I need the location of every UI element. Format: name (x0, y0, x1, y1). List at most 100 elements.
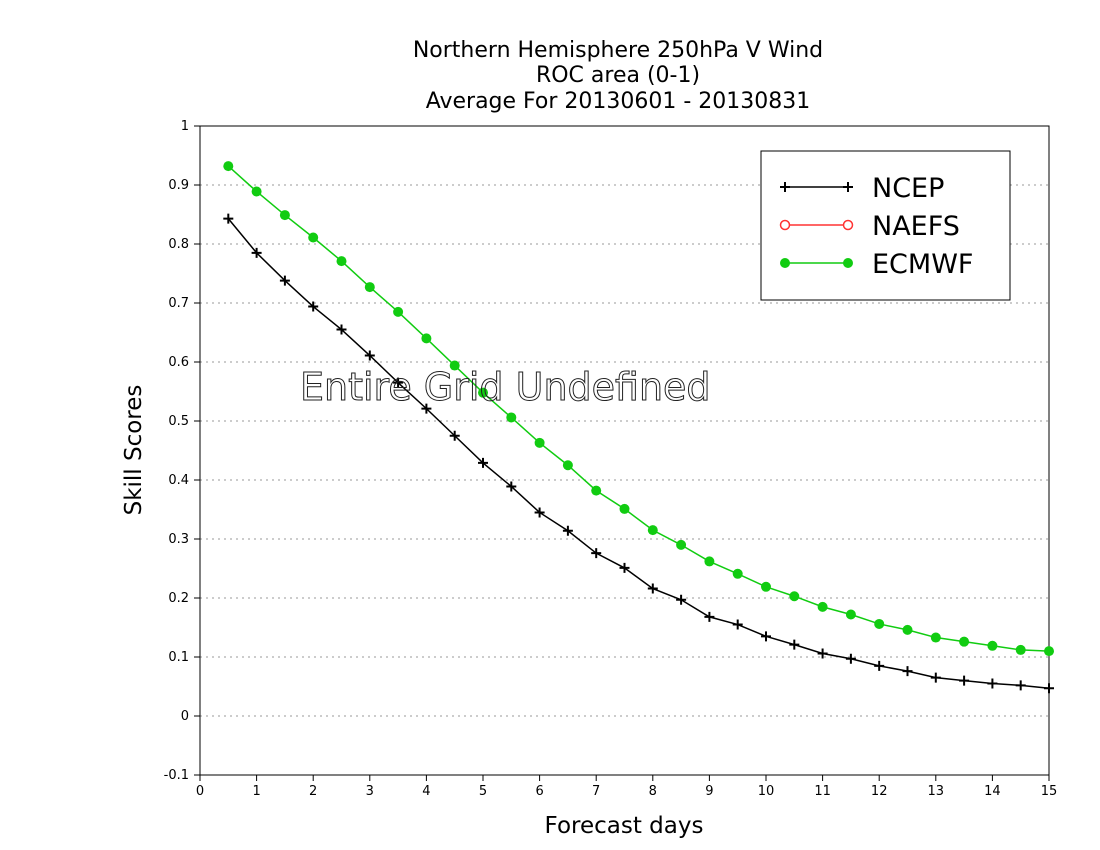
x-tick-label: 0 (196, 784, 204, 799)
ecmwf-point (506, 412, 517, 423)
ecmwf-point (591, 485, 602, 496)
undefined-grid-annotation: Entire Grid Undefined (300, 365, 711, 409)
y-tick-label: 0.9 (168, 178, 189, 193)
legend-item-naefs: NAEFS (779, 211, 960, 242)
ncep-point (562, 525, 573, 536)
y-tick-label: 0.6 (168, 355, 189, 370)
ecmwf-point (789, 591, 800, 602)
chart-title: Northern Hemisphere 250hPa V Wind ROC ar… (413, 38, 823, 114)
ncep-point (393, 377, 404, 388)
x-tick-label: 8 (649, 784, 657, 799)
legend-item-ncep: NCEP (780, 173, 944, 204)
x-tick-label: 3 (366, 784, 374, 799)
ecmwf-point (647, 525, 658, 536)
ncep-point (930, 672, 941, 683)
ecmwf-point (478, 387, 488, 398)
ecmwf-point (704, 556, 715, 567)
legend-ecmwf-point (780, 258, 790, 268)
x-tick-label: 5 (479, 784, 487, 799)
ncep-point (874, 660, 885, 671)
ncep-point (364, 350, 375, 361)
ncep-point (223, 213, 234, 224)
y-tick-label: 0.5 (168, 414, 189, 429)
ecmwf-point (308, 232, 319, 243)
ncep-point (704, 611, 715, 622)
ecmwf-point (336, 256, 347, 267)
legend-ncep-point (780, 182, 790, 192)
ecmwf-point (562, 460, 573, 471)
ecmwf-point (393, 306, 404, 317)
ncep-point (421, 403, 432, 414)
y-tick-label: 0.3 (168, 532, 189, 547)
ecmwf-point (251, 186, 262, 197)
x-tick-label: 2 (309, 784, 317, 799)
ecmwf-point (930, 632, 941, 643)
ecmwf-point (223, 161, 234, 172)
y-tick-label: 1 (181, 119, 189, 134)
legend-label: NAEFS (872, 211, 960, 242)
x-tick-label: 13 (928, 784, 945, 799)
y-tick-label: 0.2 (168, 591, 189, 606)
plot-frame (199, 125, 1050, 776)
y-axis-ticks: -0.1 0 0.1 0.2 0.3 0.4 0.5 0.6 0.7 0.8 0.9 1 (164, 119, 200, 783)
legend-ecmwf-point (843, 258, 853, 268)
series-layer (223, 161, 1054, 694)
ecmwf-point (421, 333, 432, 344)
title-line-2: ROC area (0-1) (536, 63, 700, 88)
ecmwf-point (449, 360, 460, 371)
ncep-point (279, 275, 290, 286)
ncep-point (761, 631, 771, 642)
x-tick-label: 14 (984, 784, 1001, 799)
x-axis-label: Forecast days (545, 813, 704, 839)
x-tick-label: 10 (758, 784, 775, 799)
ncep-point (817, 648, 828, 659)
y-tick-label: 0 (181, 709, 189, 724)
y-tick-label: 0.4 (168, 473, 189, 488)
ecmwf-point (279, 210, 290, 221)
ecmwf-point (959, 636, 970, 647)
x-tick-label: 1 (252, 784, 260, 799)
ncep-point (647, 583, 658, 594)
ncep-point (959, 675, 970, 686)
ncep-point (732, 619, 743, 630)
y-tick-label: 0.8 (168, 237, 189, 252)
ncep-point (478, 457, 488, 468)
x-axis-ticks: 0 1 2 3 4 5 6 7 8 9 10 11 12 13 14 15 (196, 775, 1057, 799)
ncep-point (308, 301, 319, 312)
ecmwf-point (987, 640, 998, 651)
ecmwf-point (817, 601, 828, 612)
ecmwf-point (364, 282, 375, 293)
y-axis-label: Skill Scores (121, 385, 147, 516)
ecmwf-point (845, 609, 856, 620)
ncep-point (789, 639, 800, 650)
ecmwf-point (534, 437, 545, 448)
x-tick-label: 4 (422, 784, 430, 799)
ncep-point (987, 678, 998, 689)
legend-item-ecmwf: ECMWF (780, 249, 973, 280)
title-line-3: Average For 20130601 - 20130831 (426, 89, 811, 114)
y-tick-label: -0.1 (164, 768, 189, 783)
ecmwf-point (1015, 644, 1026, 655)
ecmwf-point (619, 503, 630, 514)
ecmwf-point (1044, 646, 1054, 657)
ecmwf-point (676, 539, 687, 550)
ncep-point (1044, 683, 1054, 694)
ncep-point (676, 594, 687, 605)
ncep-line (227, 218, 1050, 690)
ncep-point (619, 562, 630, 573)
ncep-point (902, 666, 913, 677)
ncep-point (534, 507, 545, 518)
ecmwf-point (902, 624, 913, 635)
ncep-point (506, 481, 517, 492)
title-line-1: Northern Hemisphere 250hPa V Wind (413, 38, 823, 63)
x-tick-label: 7 (592, 784, 600, 799)
y-tick-label: 0.7 (168, 296, 189, 311)
legend-naefs-point (779, 219, 791, 231)
ncep-series (223, 213, 1054, 694)
legend: NCEP NAEFS ECMWF (760, 150, 1011, 301)
x-tick-label: 9 (705, 784, 713, 799)
ecmwf-point (874, 618, 885, 629)
ecmwf-point (761, 581, 771, 592)
ecmwf-point (732, 568, 743, 579)
